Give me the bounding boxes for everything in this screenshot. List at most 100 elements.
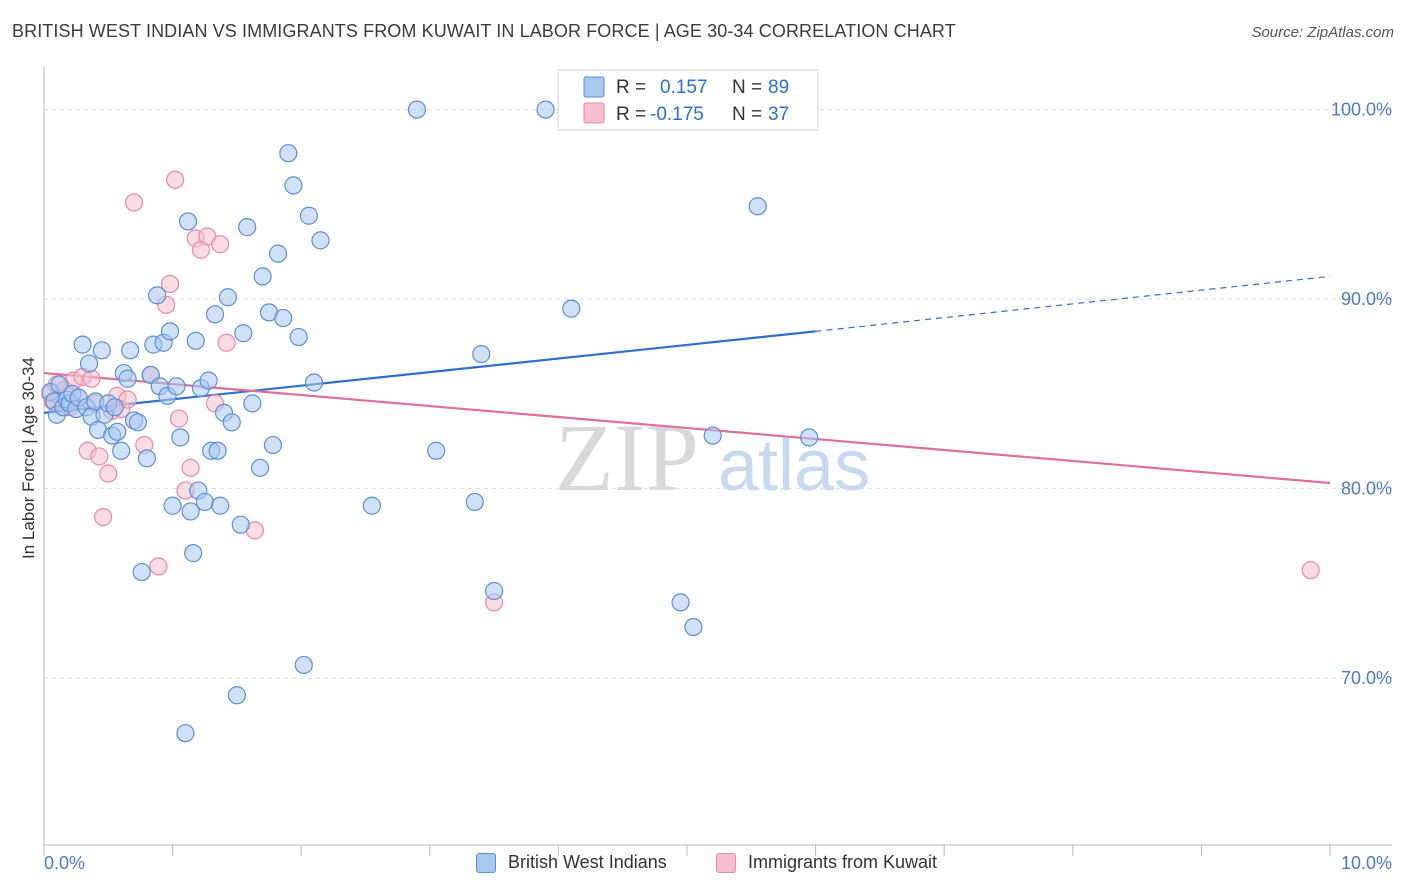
trend-line-kuwait bbox=[43, 371, 1331, 485]
bwi-point bbox=[73, 335, 92, 354]
watermark-zip: ZIP bbox=[555, 404, 699, 511]
legend-n-label-2: N = bbox=[732, 104, 762, 125]
bwi-point bbox=[407, 100, 427, 119]
bwi-point bbox=[284, 176, 303, 195]
kuwait-point bbox=[181, 458, 200, 477]
bwi-point bbox=[279, 144, 298, 163]
y-tick-label: 80.0% bbox=[1341, 479, 1392, 499]
bwi-point bbox=[311, 231, 330, 250]
y-axis-label: In Labor Force | Age 30-34 bbox=[19, 357, 38, 559]
kuwait-point bbox=[160, 274, 180, 294]
bwi-point bbox=[79, 354, 99, 373]
kuwait-point bbox=[217, 333, 236, 352]
source-label: Source: ZipAtlas.com bbox=[1251, 24, 1394, 41]
bwi-point bbox=[362, 496, 382, 515]
kuwait-point bbox=[124, 193, 144, 212]
bwi-point bbox=[171, 428, 190, 447]
bottom-legend-item-bwi[interactable]: British West Indians bbox=[476, 852, 667, 873]
bwi-point bbox=[105, 398, 124, 417]
bwi-point bbox=[536, 100, 555, 119]
x-tick-label: 0.0% bbox=[44, 853, 85, 873]
bottom-legend-item-kuwait[interactable]: Immigrants from Kuwait bbox=[716, 852, 937, 873]
legend-n-label-1: N = bbox=[732, 77, 762, 98]
bottom-legend-label-kuwait: Immigrants from Kuwait bbox=[748, 852, 938, 872]
bwi-point bbox=[121, 341, 140, 360]
kuwait-point bbox=[82, 369, 101, 388]
bwi-point bbox=[181, 502, 200, 521]
bwi-point bbox=[176, 724, 195, 743]
legend-swatch-bwi bbox=[583, 76, 605, 98]
bwi-point bbox=[218, 288, 237, 307]
bwi-point bbox=[250, 458, 270, 477]
bwi-point bbox=[485, 581, 504, 601]
bwi-point bbox=[268, 244, 288, 263]
kuwait-point bbox=[211, 235, 230, 254]
chart-title: BRITISH WEST INDIAN VS IMMIGRANTS FROM K… bbox=[12, 21, 956, 41]
bwi-point bbox=[427, 441, 446, 460]
legend-r-value-2: -0.175 bbox=[650, 104, 704, 125]
kuwait-point bbox=[99, 464, 118, 483]
bwi-point bbox=[178, 212, 198, 231]
bwi-point bbox=[465, 492, 484, 512]
bwi-point bbox=[199, 371, 218, 390]
y-tick-label: 70.0% bbox=[1341, 668, 1392, 688]
bottom-legend: British West Indians Immigrants from Kuw… bbox=[0, 852, 1406, 880]
bwi-point bbox=[748, 197, 767, 216]
bwi-point bbox=[800, 428, 819, 447]
kuwait-point bbox=[169, 409, 189, 428]
axes bbox=[43, 66, 1392, 856]
bwi-point bbox=[263, 435, 283, 455]
bwi-point bbox=[472, 344, 491, 364]
bwi-point bbox=[167, 377, 186, 396]
bwi-point bbox=[304, 373, 324, 392]
kuwait-point bbox=[1301, 561, 1320, 580]
bwi-point bbox=[50, 375, 69, 394]
bwi-point bbox=[671, 593, 690, 612]
bwi-point bbox=[112, 441, 131, 460]
legend-swatch-kuwait bbox=[583, 102, 605, 124]
bwi-point bbox=[92, 341, 111, 360]
bwi-point bbox=[234, 324, 253, 343]
bwi-point bbox=[562, 299, 581, 318]
bwi-point bbox=[184, 544, 203, 563]
bwi-point bbox=[132, 562, 151, 582]
bwi-point bbox=[222, 413, 241, 432]
grid-lines bbox=[44, 109, 1392, 679]
legend-r-label-2: R = bbox=[616, 104, 646, 125]
kuwait-point bbox=[94, 507, 113, 527]
bwi-point bbox=[243, 394, 262, 413]
bwi-point bbox=[128, 413, 147, 432]
bwi-point bbox=[208, 441, 227, 460]
bwi-point bbox=[148, 286, 167, 305]
series-kuwait-points bbox=[41, 170, 1320, 612]
series-bwi-points bbox=[41, 100, 819, 743]
bwi-point bbox=[186, 331, 205, 350]
bwi-point bbox=[195, 492, 214, 512]
bwi-point bbox=[294, 655, 313, 675]
kuwait-point bbox=[166, 170, 185, 189]
bwi-point bbox=[211, 496, 230, 515]
legend-n-value-1: 89 bbox=[768, 77, 789, 98]
bottom-legend-label-bwi: British West Indians bbox=[508, 852, 667, 872]
bwi-point bbox=[299, 206, 319, 225]
legend-r-value-1: 0.157 bbox=[660, 77, 708, 98]
x-tick-label: 10.0% bbox=[1341, 853, 1392, 873]
legend-swatch-kuwait-bottom bbox=[716, 852, 736, 873]
y-tick-label: 90.0% bbox=[1341, 289, 1392, 309]
bwi-point bbox=[253, 267, 272, 286]
bwi-point bbox=[227, 686, 246, 705]
trend-line-bwi-extrapolated bbox=[815, 275, 1331, 332]
bwi-point bbox=[684, 617, 703, 637]
bwi-point bbox=[137, 449, 156, 468]
bwi-point bbox=[289, 327, 308, 347]
kuwait-point bbox=[90, 447, 109, 466]
bwi-point bbox=[274, 308, 293, 328]
bwi-point bbox=[205, 305, 225, 324]
bwi-point bbox=[703, 426, 722, 445]
legend-r-label-1: R = bbox=[616, 77, 646, 98]
legend-n-value-2: 37 bbox=[768, 104, 789, 125]
y-tick-label: 100.0% bbox=[1331, 100, 1392, 120]
bwi-point bbox=[118, 369, 137, 388]
x-tick-labels: 0.0% 10.0% bbox=[44, 853, 1392, 873]
